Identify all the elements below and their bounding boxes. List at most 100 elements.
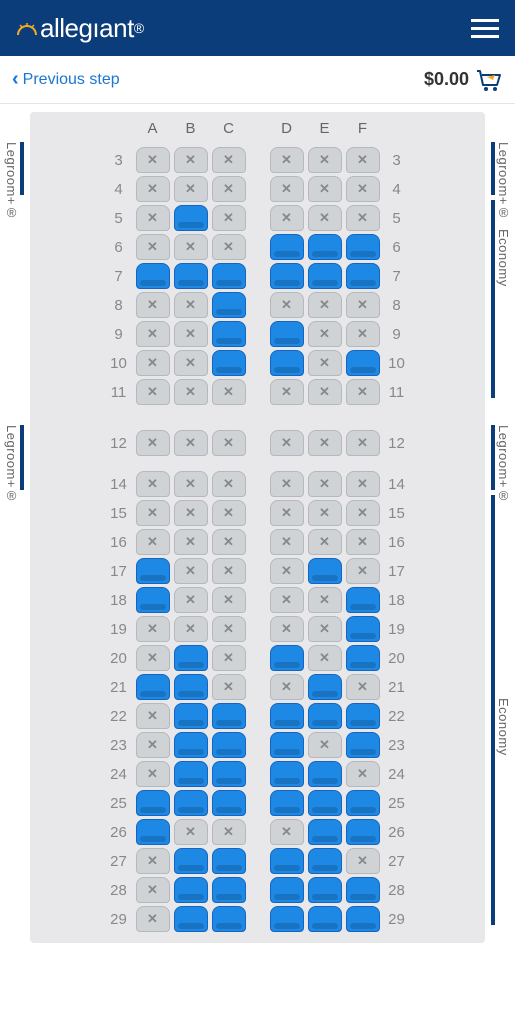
seat-row: 1414 [38, 471, 477, 497]
seat-25F[interactable] [346, 790, 380, 816]
menu-button[interactable] [471, 19, 499, 38]
seat-21A[interactable] [136, 674, 170, 700]
seat-28B[interactable] [174, 877, 208, 903]
seat-20A [136, 645, 170, 671]
row-number: 19 [382, 621, 412, 638]
previous-step-button[interactable]: ‹ Previous step [12, 68, 120, 91]
cabin-bar [491, 200, 495, 398]
seat-23D[interactable] [270, 732, 304, 758]
seat-22D[interactable] [270, 703, 304, 729]
seat-5B[interactable] [174, 205, 208, 231]
cabin-label: Legroom+® [4, 425, 19, 503]
app-header: allegıant® [0, 0, 515, 56]
seat-11D [270, 379, 304, 405]
seat-26A[interactable] [136, 819, 170, 845]
seat-29C[interactable] [212, 906, 246, 932]
seat-25A[interactable] [136, 790, 170, 816]
seat-6E[interactable] [308, 234, 342, 260]
seat-24A [136, 761, 170, 787]
row-number: 25 [382, 795, 412, 812]
cabin-bar [491, 495, 495, 925]
seat-9C[interactable] [212, 321, 246, 347]
row-number: 6 [382, 239, 412, 256]
seat-row: 88 [38, 292, 477, 318]
seat-17E[interactable] [308, 558, 342, 584]
seat-6D[interactable] [270, 234, 304, 260]
seat-17A[interactable] [136, 558, 170, 584]
seat-10C[interactable] [212, 350, 246, 376]
seat-25B[interactable] [174, 790, 208, 816]
seat-29B[interactable] [174, 906, 208, 932]
seat-20D[interactable] [270, 645, 304, 671]
seat-26F[interactable] [346, 819, 380, 845]
seat-7A[interactable] [136, 263, 170, 289]
seat-25E[interactable] [308, 790, 342, 816]
seat-7E[interactable] [308, 263, 342, 289]
seat-20F[interactable] [346, 645, 380, 671]
seat-8C[interactable] [212, 292, 246, 318]
cart-total: $0.00 [424, 69, 469, 90]
seat-23C[interactable] [212, 732, 246, 758]
cabin-label: Legroom+® [496, 142, 511, 220]
seat-7F[interactable] [346, 263, 380, 289]
seat-23B[interactable] [174, 732, 208, 758]
seat-18A[interactable] [136, 587, 170, 613]
seat-10D[interactable] [270, 350, 304, 376]
seat-3D [270, 147, 304, 173]
seat-26B [174, 819, 208, 845]
row-number: 28 [382, 882, 412, 899]
col-header: F [344, 120, 382, 137]
seat-27E[interactable] [308, 848, 342, 874]
seat-26D [270, 819, 304, 845]
seat-19F[interactable] [346, 616, 380, 642]
seat-26E[interactable] [308, 819, 342, 845]
row-number: 8 [104, 297, 134, 314]
seat-row: 44 [38, 176, 477, 202]
row-number: 28 [104, 882, 134, 899]
seat-24E[interactable] [308, 761, 342, 787]
seat-20B[interactable] [174, 645, 208, 671]
seat-21E[interactable] [308, 674, 342, 700]
seat-7C[interactable] [212, 263, 246, 289]
seat-24B[interactable] [174, 761, 208, 787]
seat-18F[interactable] [346, 587, 380, 613]
seat-24D[interactable] [270, 761, 304, 787]
seat-4A [136, 176, 170, 202]
seat-16D [270, 529, 304, 555]
row-number: 27 [104, 853, 134, 870]
seat-28C[interactable] [212, 877, 246, 903]
seat-28E[interactable] [308, 877, 342, 903]
seat-10F[interactable] [346, 350, 380, 376]
cabin-bar [20, 425, 24, 490]
seat-12B [174, 430, 208, 456]
seat-29E[interactable] [308, 906, 342, 932]
seat-22E[interactable] [308, 703, 342, 729]
seat-6F[interactable] [346, 234, 380, 260]
seat-7B[interactable] [174, 263, 208, 289]
seat-9D[interactable] [270, 321, 304, 347]
sun-icon [16, 22, 38, 34]
seat-25D[interactable] [270, 790, 304, 816]
seat-25C[interactable] [212, 790, 246, 816]
seat-27C[interactable] [212, 848, 246, 874]
seat-5C [212, 205, 246, 231]
seat-29D[interactable] [270, 906, 304, 932]
seat-22B[interactable] [174, 703, 208, 729]
seat-27D[interactable] [270, 848, 304, 874]
seat-29F[interactable] [346, 906, 380, 932]
seat-24C[interactable] [212, 761, 246, 787]
brand-logo[interactable]: allegıant® [16, 13, 144, 44]
seat-7D[interactable] [270, 263, 304, 289]
seat-22F[interactable] [346, 703, 380, 729]
seat-row: 99 [38, 321, 477, 347]
seat-16A [136, 529, 170, 555]
seat-28D[interactable] [270, 877, 304, 903]
seat-28F[interactable] [346, 877, 380, 903]
seat-23F[interactable] [346, 732, 380, 758]
seat-21B[interactable] [174, 674, 208, 700]
seat-27B[interactable] [174, 848, 208, 874]
seat-4E [308, 176, 342, 202]
seat-22C[interactable] [212, 703, 246, 729]
cart-summary[interactable]: $0.00 [424, 68, 503, 92]
seat-4F [346, 176, 380, 202]
